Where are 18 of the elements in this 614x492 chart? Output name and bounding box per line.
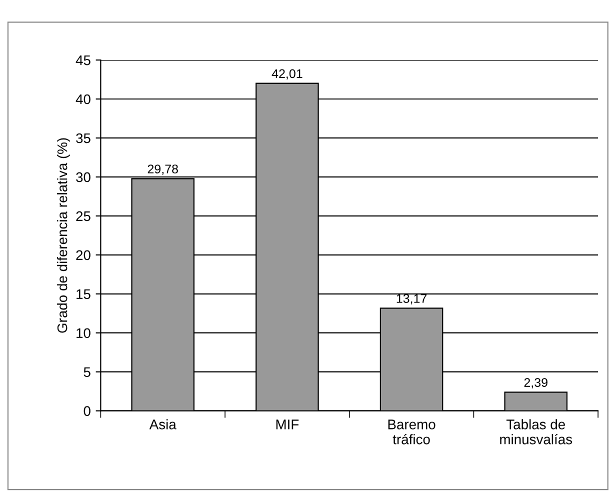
y-tick-label: 45 xyxy=(76,56,90,66)
x-tick-label: Tablas de minusvalías xyxy=(500,419,572,444)
x-tick-label: MIF xyxy=(276,420,299,430)
x-tick-label: Baremo tráfico xyxy=(388,420,436,444)
y-axis-title: Grado de diferencia relativa (%) xyxy=(57,138,70,333)
y-tick-label: 20 xyxy=(76,250,90,260)
y-tick-label: 5 xyxy=(84,367,90,378)
data-label: 29,78 xyxy=(148,164,178,175)
y-tick-label: 25 xyxy=(76,211,90,222)
data-label: 42,01 xyxy=(272,69,302,80)
y-tick-label: 35 xyxy=(76,133,90,144)
y-tick-label: 15 xyxy=(76,289,90,300)
x-tick-label: Asia xyxy=(149,419,176,430)
y-tick-label: 0 xyxy=(84,406,90,416)
y-tick-label: 10 xyxy=(76,328,90,338)
y-tick-label: 40 xyxy=(76,94,90,104)
y-tick-label: 30 xyxy=(76,172,90,182)
data-label: 2,39 xyxy=(524,378,548,388)
